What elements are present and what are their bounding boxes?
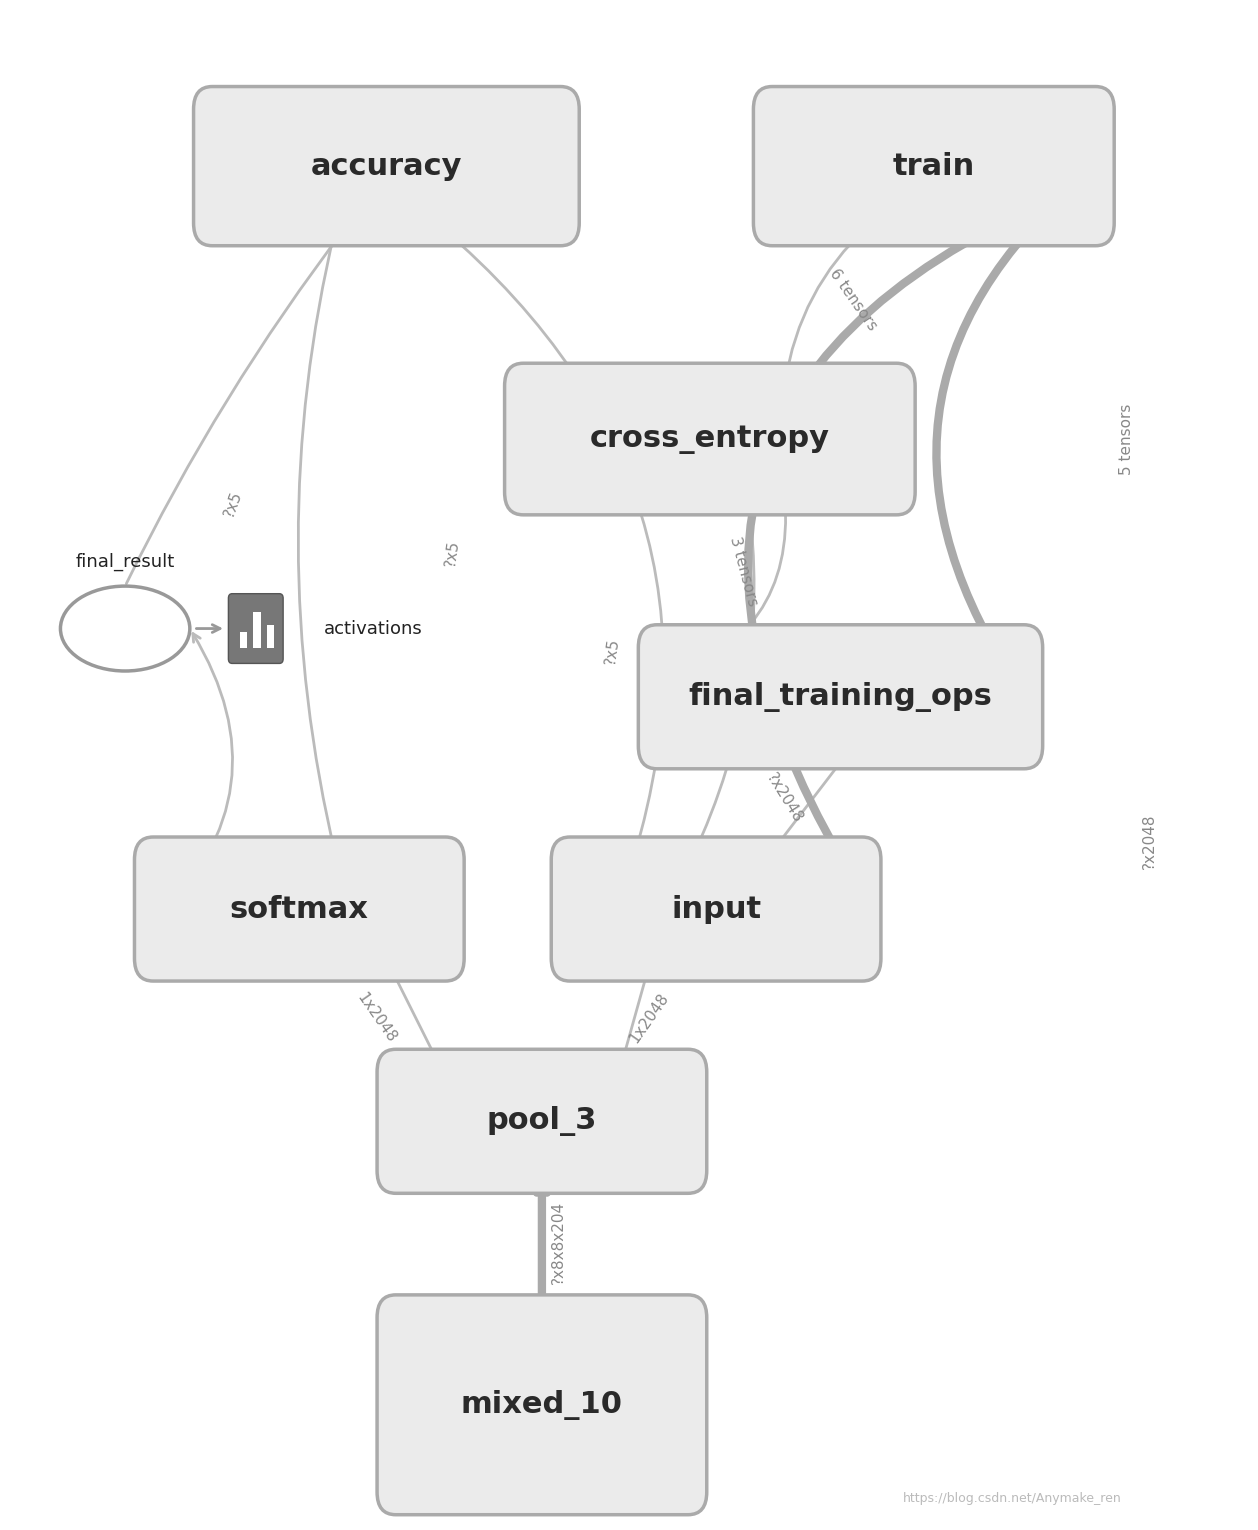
Text: 6 tensors: 6 tensors: [827, 266, 879, 334]
Text: 1x2048: 1x2048: [353, 990, 399, 1047]
Text: mixed_10: mixed_10: [460, 1389, 623, 1420]
Text: https://blog.csdn.net/Anymake_ren: https://blog.csdn.net/Anymake_ren: [903, 1492, 1121, 1506]
Ellipse shape: [60, 586, 190, 672]
Text: final_training_ops: final_training_ops: [688, 682, 993, 711]
FancyBboxPatch shape: [638, 624, 1043, 768]
FancyBboxPatch shape: [135, 837, 464, 981]
Text: ?x2048: ?x2048: [1141, 812, 1156, 869]
Bar: [267, 624, 274, 649]
FancyBboxPatch shape: [377, 1050, 707, 1193]
Text: ?x5: ?x5: [443, 539, 462, 568]
Text: 3 tensors: 3 tensors: [727, 534, 760, 607]
Text: activations: activations: [325, 620, 423, 638]
FancyBboxPatch shape: [229, 594, 283, 664]
FancyBboxPatch shape: [377, 1294, 707, 1515]
Bar: [239, 632, 247, 649]
Text: final_result: final_result: [75, 552, 175, 571]
Text: accuracy: accuracy: [311, 151, 462, 181]
Text: ?x5: ?x5: [221, 490, 245, 519]
Text: ?x2048: ?x2048: [764, 771, 805, 826]
Text: ?x8x8x204: ?x8x8x204: [551, 1201, 566, 1284]
Text: pool_3: pool_3: [487, 1106, 598, 1137]
Text: ?x5: ?x5: [604, 636, 623, 666]
FancyBboxPatch shape: [504, 363, 915, 514]
Text: cross_entropy: cross_entropy: [590, 424, 830, 453]
Text: 5 tensors: 5 tensors: [1120, 404, 1135, 474]
Text: 1x2048: 1x2048: [626, 990, 672, 1047]
Text: train: train: [893, 151, 975, 181]
Bar: [253, 612, 260, 649]
FancyBboxPatch shape: [551, 837, 881, 981]
FancyBboxPatch shape: [194, 87, 579, 246]
Text: input: input: [671, 895, 761, 924]
FancyBboxPatch shape: [754, 87, 1115, 246]
Text: softmax: softmax: [230, 895, 369, 924]
